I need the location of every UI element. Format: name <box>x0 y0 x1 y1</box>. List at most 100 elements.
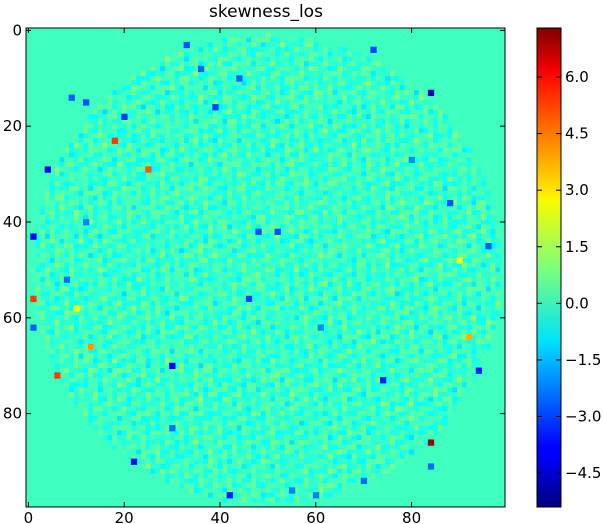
heatmap-cell <box>69 219 75 225</box>
heatmap-cell <box>351 253 357 259</box>
heatmap-cell <box>145 99 151 105</box>
heatmap-cell <box>390 109 396 115</box>
heatmap-cell <box>246 75 252 81</box>
heatmap-cell <box>73 181 79 187</box>
chart-title: skewness_los <box>209 2 323 22</box>
heatmap-cell <box>155 80 161 86</box>
heatmap-cell <box>428 152 434 158</box>
heatmap-cell <box>318 301 324 307</box>
heatmap-cell <box>394 75 400 81</box>
heatmap-cell <box>404 152 410 158</box>
heatmap-cell <box>270 200 276 206</box>
heatmap-cell <box>121 85 127 91</box>
heatmap-cell <box>236 80 242 86</box>
heatmap-cell <box>255 95 262 101</box>
heatmap-cell <box>102 267 108 273</box>
heatmap-cell <box>236 51 242 58</box>
heatmap-cell <box>370 71 376 77</box>
heatmap-cell <box>107 152 113 158</box>
heatmap-cell <box>380 320 386 326</box>
heatmap-cell <box>452 157 458 163</box>
heatmap-cell <box>78 248 84 254</box>
heatmap-cell <box>332 90 338 96</box>
heatmap-cell <box>255 114 262 120</box>
heatmap-cell <box>193 296 199 302</box>
heatmap-cell <box>299 324 305 331</box>
heatmap-cell <box>193 51 199 58</box>
heatmap-cell <box>265 119 271 125</box>
heatmap-cell <box>476 200 482 206</box>
heatmap-cell <box>169 233 175 240</box>
heatmap-cell <box>476 186 482 192</box>
heatmap-cell <box>481 272 487 278</box>
heatmap-cell <box>231 281 238 287</box>
heatmap-cell <box>308 95 314 101</box>
heatmap-cell <box>188 277 194 283</box>
heatmap-cell <box>294 320 300 326</box>
heatmap-cell <box>485 305 491 311</box>
heatmap-cell <box>289 128 295 134</box>
heatmap-cell <box>174 272 180 278</box>
heatmap-cell <box>299 224 305 230</box>
heatmap-cell <box>442 229 448 235</box>
heatmap-cell <box>342 95 348 101</box>
heatmap-cell <box>279 200 285 206</box>
heatmap-cell <box>342 142 348 149</box>
heatmap-cell <box>375 296 381 302</box>
heatmap-cell <box>452 195 458 201</box>
heatmap-cell <box>164 219 170 225</box>
heatmap-cell <box>188 47 194 53</box>
heatmap-cell <box>466 186 472 192</box>
heatmap-cell <box>227 291 233 297</box>
heatmap-cell <box>409 85 415 91</box>
heatmap-cell <box>284 95 290 101</box>
heatmap-cell <box>40 243 46 249</box>
heatmap-cell <box>155 296 161 302</box>
heatmap-cell <box>423 166 429 172</box>
heatmap-cell <box>69 200 75 206</box>
heatmap-cell <box>452 320 458 326</box>
heatmap-cell <box>49 291 56 297</box>
heatmap-cell <box>385 301 391 307</box>
heatmap-cell <box>64 229 70 235</box>
heatmap-cell <box>193 248 199 254</box>
heatmap-cell <box>54 267 60 273</box>
heatmap-cell <box>222 157 228 163</box>
heatmap-cell <box>117 229 123 235</box>
heatmap-cell <box>64 186 70 192</box>
heatmap-cell <box>428 301 434 307</box>
heatmap-cell <box>174 61 180 67</box>
heatmap-cell <box>88 138 94 144</box>
heatmap-cell <box>97 238 103 244</box>
heatmap-cell <box>212 119 218 125</box>
heatmap-cell <box>303 61 309 67</box>
heatmap-cell <box>97 210 103 216</box>
heatmap-cell <box>107 267 113 273</box>
heatmap-cell <box>433 315 439 321</box>
heatmap-cell <box>184 219 190 225</box>
heatmap-cell <box>236 114 242 120</box>
heatmap-cell <box>342 253 348 259</box>
heatmap-cell <box>231 147 238 153</box>
heatmap-cell <box>303 281 309 287</box>
heatmap-cell <box>275 85 281 91</box>
heatmap-cell <box>97 277 103 283</box>
heatmap-cell <box>184 214 190 220</box>
heatmap-cell <box>299 66 305 72</box>
heatmap-cell <box>212 71 218 77</box>
heatmap-cell <box>361 190 367 196</box>
heatmap-cell <box>231 181 238 187</box>
heatmap-cell <box>140 315 147 321</box>
heatmap-cell <box>193 195 199 201</box>
heatmap-cell <box>327 85 333 91</box>
heatmap-cell <box>54 257 60 264</box>
heatmap-cell <box>433 195 439 201</box>
heatmap-cell <box>471 205 477 211</box>
heatmap-cell <box>308 286 314 292</box>
heatmap-cell <box>169 61 175 67</box>
heatmap-cell <box>140 210 147 216</box>
heatmap-cell <box>251 310 257 316</box>
heatmap-cell <box>366 315 372 321</box>
heatmap-cell <box>346 176 353 182</box>
